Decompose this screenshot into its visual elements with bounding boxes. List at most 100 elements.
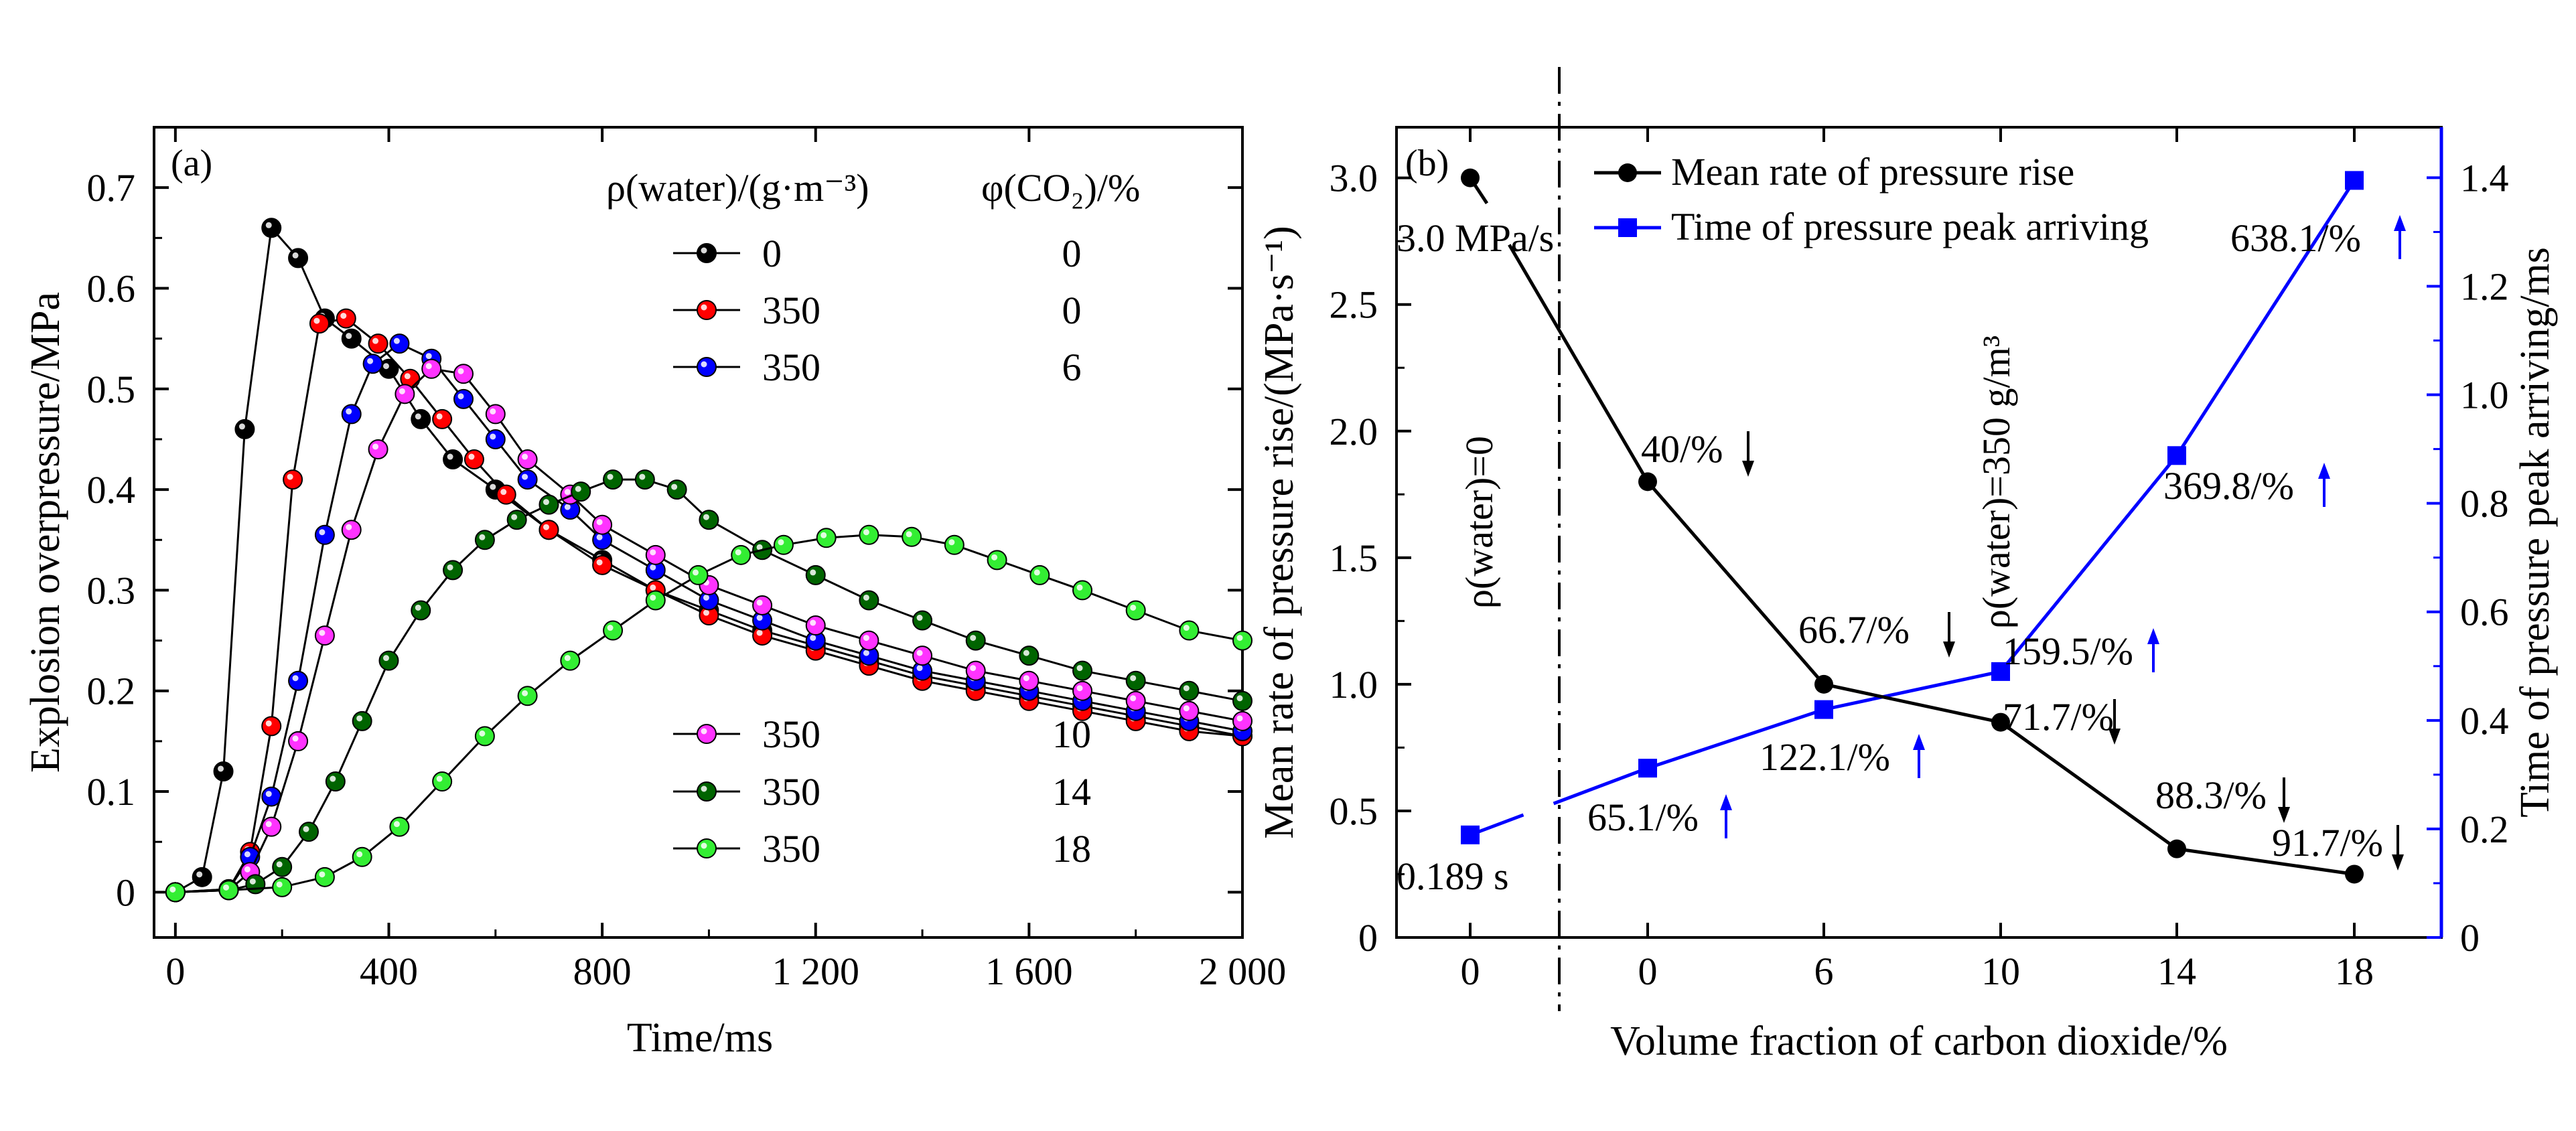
panel-a-data-point — [325, 771, 346, 792]
panel-a-data-point — [699, 510, 719, 530]
panel-a-data-point — [634, 469, 655, 490]
panel-a-data-point-highlight — [292, 252, 299, 258]
panel-a-curves — [165, 218, 1253, 903]
panel-a-data-point-highlight — [457, 368, 464, 374]
time-annotation: 369.8/% — [2163, 464, 2294, 508]
panel-a-data-point — [165, 882, 186, 903]
legend-water-value: 0 — [762, 232, 782, 275]
panel-a-data-point — [539, 494, 559, 515]
time-annotation: 638.1/% — [2230, 216, 2361, 260]
panel-a-data-point-highlight — [340, 313, 347, 319]
panel-b-right-y-tick-label: 1.0 — [2460, 374, 2509, 417]
panel-a-data-point-highlight — [863, 594, 869, 601]
panel-a-data-point — [1232, 630, 1253, 651]
panel-a-data-point-highlight — [948, 539, 955, 546]
panel-a-data-point-highlight — [863, 650, 869, 656]
legend-marker-time — [1618, 218, 1637, 237]
panel-b-time-line — [1553, 179, 2356, 806]
legend-marker-1 — [697, 300, 717, 320]
panel-a-data-point-highlight — [447, 453, 453, 460]
panel-a-data-point-highlight — [756, 629, 763, 636]
legend-marker-1-highlight — [701, 304, 707, 311]
panel-a-data-point-highlight — [276, 881, 283, 888]
panel-a-y-tick-label: 0.7 — [87, 166, 136, 210]
panel-b-x-tick-label: 14 — [2157, 950, 2196, 993]
panel-a-data-point-highlight — [756, 599, 763, 606]
panel-a-data-point — [912, 610, 933, 631]
panel-a-data-point-highlight — [1023, 650, 1029, 656]
panel-a-data-point-highlight — [479, 534, 486, 540]
panel-a-data-point-highlight — [906, 531, 912, 538]
panel-b-x-tick-label: 6 — [1814, 950, 1834, 993]
panel-a-data-point — [299, 822, 319, 842]
panel-b-label: (b) — [1405, 143, 1449, 184]
legend-marker-4-highlight — [701, 785, 707, 792]
panel-a-data-point — [645, 590, 666, 611]
panel-a-series-line — [175, 368, 1243, 893]
legend-water-value: 350 — [762, 770, 820, 814]
panel-a-data-point — [965, 630, 986, 651]
panel-a-data-point — [688, 564, 709, 585]
panel-a-data-point — [453, 388, 474, 409]
legend-label-time: Time of pressure peak arriving — [1671, 205, 2149, 248]
legend-marker-3-highlight — [701, 728, 707, 735]
panel-a-data-point-highlight — [238, 423, 245, 430]
panel-a-data-point-highlight — [276, 861, 283, 868]
legend-marker-5-highlight — [701, 842, 707, 849]
panel-a-x-tick-label: 400 — [360, 950, 418, 993]
panel-a-data-point — [1072, 580, 1093, 601]
panel-b-series-time — [1461, 171, 2364, 844]
panel-a-data-point — [1029, 564, 1050, 585]
panel-a-data-point-highlight — [991, 554, 998, 560]
panel-a-data-point-highlight — [490, 408, 496, 414]
panel-a-data-point-highlight — [522, 473, 528, 480]
legend-co2-value: 0 — [1062, 289, 1082, 332]
rate-arrow-down-icon-head — [2392, 854, 2404, 871]
panel-b-x-tick-label: 18 — [2335, 950, 2374, 993]
panel-a-data-point — [362, 354, 383, 374]
legend-water-value: 350 — [762, 712, 820, 756]
panel-a-data-point-highlight — [778, 539, 784, 546]
panel-a-x-tick-label: 800 — [573, 950, 632, 993]
panel-b-rate-line — [1508, 244, 2355, 876]
time-arrow-up-icon — [2147, 628, 2159, 672]
panel-a-data-point — [432, 771, 453, 792]
panel-a-data-point — [443, 449, 463, 470]
panel-a: 0 400 800 1 200 1 600 2 000 0 0.1 0.2 0.3 0.4 0.5 0.… — [23, 126, 1287, 1061]
panel-a-data-point-highlight — [249, 878, 256, 885]
panel-a-legend: 0 0 350 0 350 6 350 10 350 14 350 18 — [673, 232, 1091, 871]
panel-b-series-rate — [1461, 168, 2364, 884]
panel-a-data-point-highlight — [756, 544, 763, 550]
panel-a-x-tick-label: 2 000 — [1199, 950, 1287, 993]
panel-b-annotations: 3.0 MPa/s 40/% 66.7/% 71.7/% 88.3/%91.7/% 0.1… — [1397, 215, 2406, 898]
panel-a-data-point — [731, 544, 752, 565]
panel-a-data-point-highlight — [346, 524, 352, 530]
panel-a-data-point-highlight — [1023, 675, 1029, 682]
legend-marker-rate — [1618, 163, 1637, 182]
panel-b-time-marker — [1991, 662, 2010, 681]
panel-a-data-point-highlight — [292, 735, 299, 742]
panel-a-data-point — [288, 670, 309, 691]
panel-a-data-point — [560, 650, 581, 671]
panel-a-ticks: 0 400 800 1 200 1 600 2 000 0 0.1 0.2 0.3 0.4 0.5 0.… — [87, 127, 1287, 993]
panel-b-right-y-tick-label: 0.8 — [2460, 482, 2509, 526]
panel-a-data-point-highlight — [543, 499, 549, 506]
panel-a-data-point — [309, 313, 330, 334]
panel-a-data-point — [411, 408, 431, 429]
panel-a-data-point — [944, 534, 964, 555]
panel-a-data-point — [234, 419, 255, 439]
panel-a-x-tick-label: 1 200 — [772, 950, 859, 993]
panel-b-left-y-tick-label: 0.5 — [1330, 789, 1378, 833]
time-arrow-up-icon-head — [1720, 794, 1732, 810]
panel-a-data-point-highlight — [1076, 665, 1083, 672]
panel-a-data-point — [1179, 680, 1200, 701]
panel-a-data-point — [421, 358, 442, 379]
panel-a-data-point — [912, 646, 933, 666]
panel-a-data-point-highlight — [607, 625, 614, 631]
rate-arrow-down-icon-head — [1943, 642, 1955, 658]
legend-header-co2: φ(CO₂)/% — [981, 166, 1140, 210]
panel-b-left-y-tick-label: 3.0 — [1330, 157, 1378, 200]
panel-a-data-point-highlight — [346, 408, 352, 414]
rate-annotation: 40/% — [1641, 427, 1723, 471]
panel-a-data-point-highlight — [1183, 625, 1190, 631]
